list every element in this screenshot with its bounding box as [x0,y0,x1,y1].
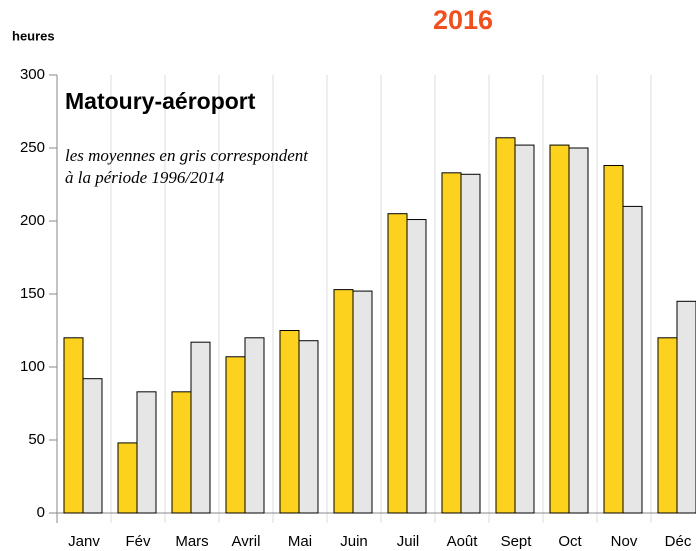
bar [622,205,643,514]
chart-title: Matoury-aéroport [65,88,256,114]
annotation: à la période 1996/2014 [65,168,225,187]
bar [279,330,300,514]
x-tick-label: Déc [665,533,692,550]
x-tick-label: Nov [611,533,638,550]
y-axis-label: heures [12,28,55,43]
bar [441,172,462,514]
x-tick-label: Juil [397,533,420,550]
bar [244,337,265,514]
y-tick-label: 250 [20,139,45,156]
bar [117,442,138,514]
x-tick-label: Avril [232,533,261,550]
bar [352,290,373,514]
bar [387,213,408,514]
y-tick-label: 300 [20,66,45,83]
bar [657,337,678,514]
bar [298,340,319,514]
bar [568,147,589,514]
y-tick-label: 150 [20,285,45,302]
x-tick-label: Oct [558,533,582,550]
bar [549,144,570,514]
x-tick-label: Fév [125,533,151,550]
bar [225,356,246,514]
bar [190,341,211,514]
bar [406,219,427,514]
bar [495,137,516,514]
series-label: 2016 [433,5,493,35]
bar [82,378,103,514]
annotation: les moyennes en gris correspondent [65,146,309,165]
bar [136,391,157,514]
bar [171,391,192,514]
bar [603,165,624,514]
y-tick-label: 50 [28,431,45,448]
bar [514,144,535,514]
x-tick-label: Mai [288,533,312,550]
x-tick-label: Juin [340,533,368,550]
x-tick-label: Sept [501,533,533,550]
y-tick-label: 200 [20,212,45,229]
bar [333,289,354,514]
x-tick-label: Mars [175,533,208,550]
x-tick-label: Août [447,533,479,550]
x-tick-label: Janv [68,533,100,550]
bar [460,173,481,514]
y-tick-label: 100 [20,358,45,375]
bar [63,337,84,514]
bar [676,300,696,514]
y-tick-label: 0 [37,504,45,521]
